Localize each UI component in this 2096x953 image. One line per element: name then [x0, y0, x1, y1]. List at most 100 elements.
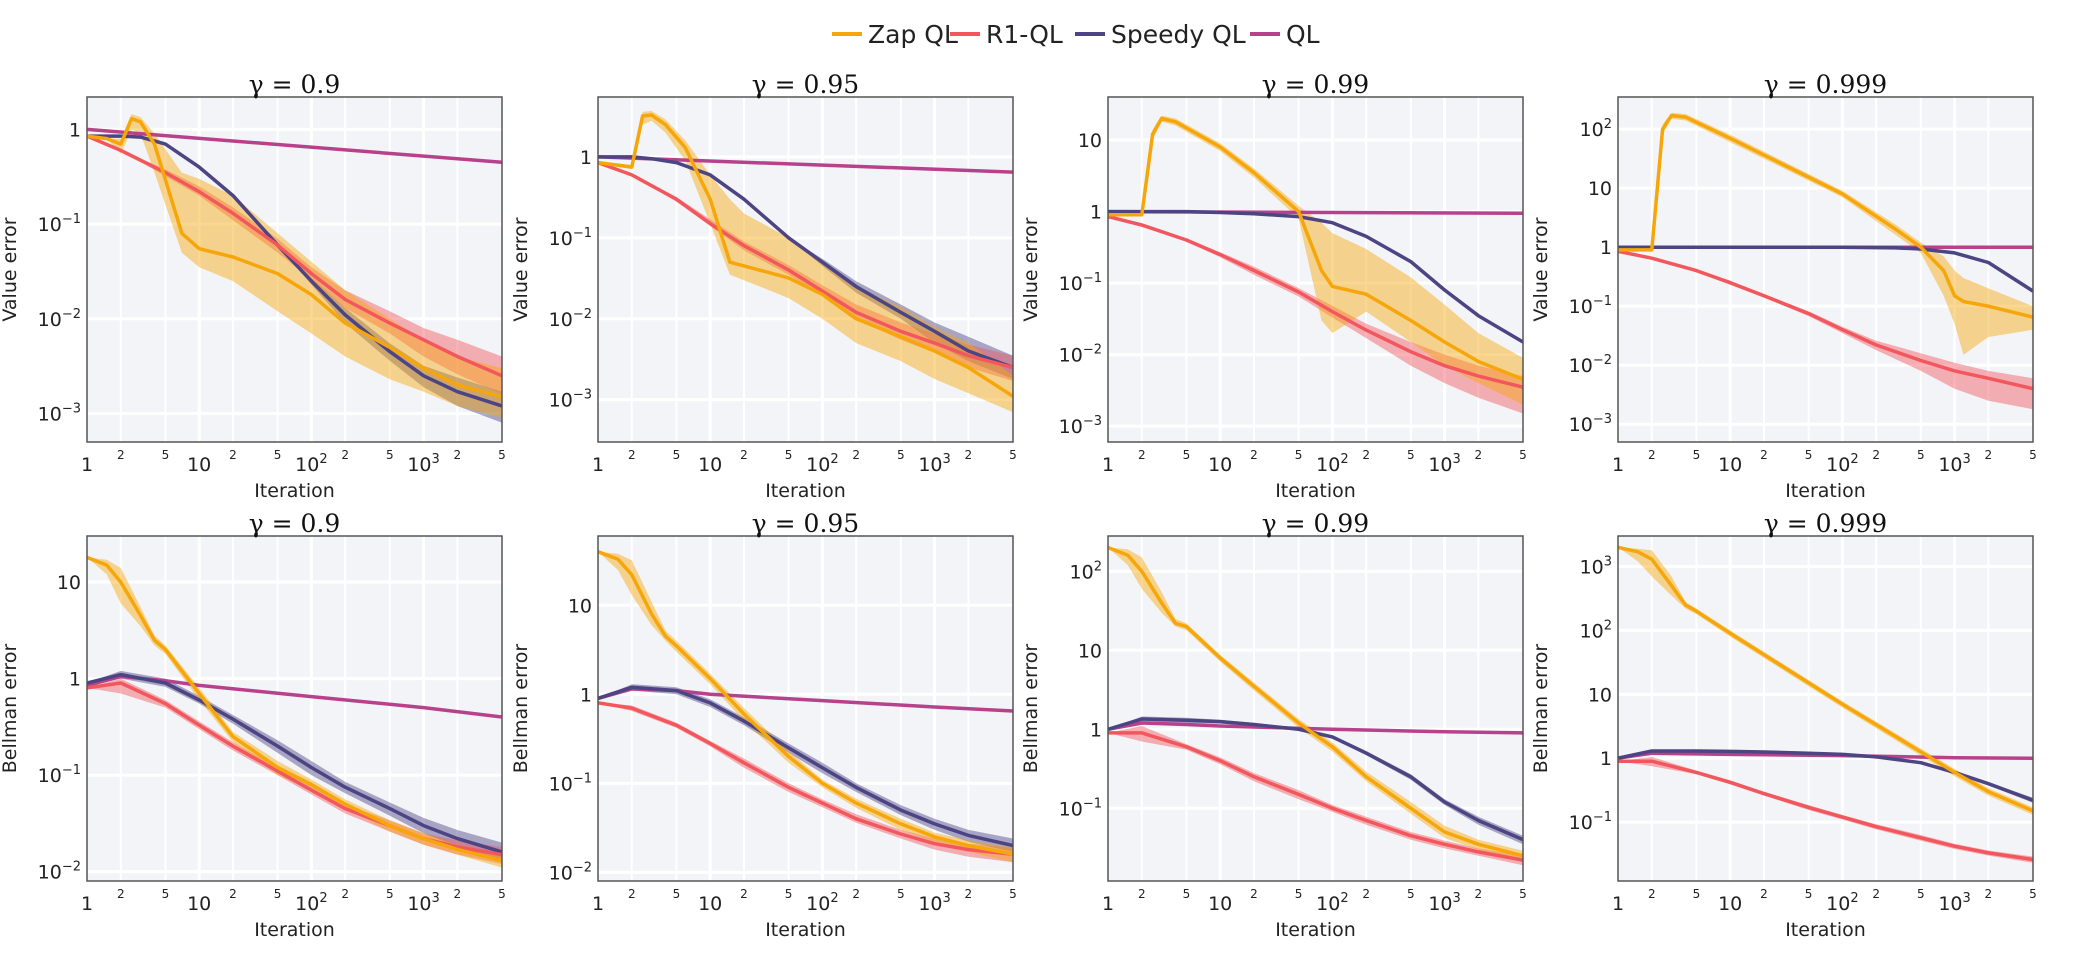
x-tick-label: 1 — [1612, 454, 1624, 476]
chart-panel-5: 1 10 102 103 2 5 2 5 2 5 2 5 10 1 10−1 10−2 γ = 0.9 Itera… — [0, 509, 506, 941]
chart-panel-6: 1 10 102 103 2 5 2 5 2 5 2 5 10 1 10−1 10−2 γ = 0.95 Iter… — [510, 509, 1017, 941]
x-tick-label: 102 — [806, 891, 838, 915]
line-r1-ql — [1618, 249, 2033, 391]
chart-title: γ = 0.95 — [752, 70, 859, 99]
x-tick-label: 10 — [187, 893, 211, 915]
y-tick-label: 10 — [1588, 684, 1612, 706]
legend-item-speedy-ql[interactable]: Speedy QL — [1075, 20, 1246, 49]
x-tick-label: 10 — [1718, 893, 1742, 915]
legend-item-r1-ql[interactable]: R1-QL — [950, 20, 1063, 49]
x-minor-tick-label: 5 — [1183, 887, 1191, 901]
y-tick-label: 10−1 — [38, 763, 81, 787]
x-tick-label: 10 — [187, 454, 211, 476]
x-axis-label: Iteration — [254, 480, 335, 502]
x-minor-tick-label: 5 — [1407, 448, 1415, 462]
x-minor-tick-label: 2 — [229, 448, 237, 462]
x-minor-tick-label: 5 — [1693, 448, 1701, 462]
y-tick-label: 10 — [1078, 640, 1102, 662]
plot-area — [1618, 545, 2033, 863]
y-tick-label: 10−2 — [1569, 353, 1612, 377]
chart-title: γ = 0.95 — [752, 509, 859, 538]
line-zap-ql — [598, 550, 1013, 856]
x-axis-label: Iteration — [1275, 480, 1356, 502]
x-minor-tick-label: 5 — [673, 448, 681, 462]
x-minor-tick-label: 5 — [897, 448, 905, 462]
line-zap-ql — [1108, 545, 1523, 858]
legend-item-ql[interactable]: QL — [1250, 20, 1320, 49]
y-tick-label: 10 — [1078, 130, 1102, 152]
x-minor-tick-label: 5 — [162, 887, 170, 901]
line-zap-ql — [1618, 113, 2033, 319]
band-zap-ql — [1618, 547, 2033, 815]
y-tick-label: 1 — [1600, 748, 1612, 770]
x-minor-tick-label: 5 — [274, 448, 282, 462]
plot-background — [1108, 536, 1523, 881]
line-r1-ql — [87, 134, 502, 378]
y-axis-label: Value error — [1530, 217, 1552, 321]
band-zap-ql — [1108, 547, 1523, 862]
legend-label: R1-QL — [986, 20, 1063, 49]
y-tick-label: 10−1 — [549, 226, 592, 250]
y-tick-label: 103 — [1580, 554, 1612, 578]
x-minor-tick-label: 2 — [1362, 887, 1370, 901]
y-tick-label: 102 — [1070, 559, 1102, 583]
chart-title: γ = 0.99 — [1262, 509, 1369, 538]
x-minor-tick-label: 2 — [1138, 448, 1146, 462]
y-tick-label: 10−3 — [38, 401, 81, 425]
x-minor-tick-label: 5 — [386, 887, 394, 901]
x-minor-tick-label: 5 — [1693, 887, 1701, 901]
plot-border — [1617, 535, 2034, 882]
x-minor-tick-label: 2 — [1760, 448, 1768, 462]
band-zap-ql — [87, 557, 502, 868]
plot-border — [597, 96, 1014, 443]
plot-border — [1617, 96, 2034, 443]
y-axis-label: Bellman error — [510, 644, 532, 774]
y-tick-label: 10−1 — [549, 771, 592, 795]
x-minor-tick-label: 5 — [1295, 448, 1303, 462]
plot-area — [598, 550, 1013, 863]
y-tick-label: 10−3 — [549, 388, 592, 412]
x-minor-tick-label: 2 — [1362, 448, 1370, 462]
x-minor-tick-label: 2 — [1250, 887, 1258, 901]
y-tick-label: 10−2 — [38, 307, 81, 331]
y-tick-label: 1 — [69, 669, 81, 691]
plot-border — [1107, 535, 1524, 882]
y-tick-label: 10−3 — [1569, 412, 1612, 436]
y-tick-label: 10−1 — [38, 212, 81, 236]
x-minor-tick-label: 2 — [1872, 448, 1880, 462]
x-tick-label: 10 — [698, 893, 722, 915]
x-tick-label: 103 — [1938, 891, 1970, 915]
x-minor-tick-label: 5 — [1009, 448, 1017, 462]
x-tick-label: 1 — [81, 893, 93, 915]
x-tick-label: 10 — [698, 454, 722, 476]
line-r1-ql — [1618, 759, 2033, 862]
y-tick-label: 102 — [1580, 117, 1612, 141]
band-zap-ql — [87, 114, 502, 418]
chart-title: γ = 0.9 — [249, 70, 341, 99]
plot-area — [1108, 115, 1523, 414]
x-axis-label: Iteration — [1275, 919, 1356, 941]
chart-panel-3: 1 10 102 103 2 5 2 5 2 5 2 5 10 1 10−1 10−2 10−3 γ = 0.99… — [1020, 70, 1527, 502]
x-tick-label: 1 — [592, 893, 604, 915]
y-tick-label: 10 — [1588, 178, 1612, 200]
x-tick-label: 103 — [407, 891, 439, 915]
y-tick-label: 10−2 — [1059, 343, 1102, 367]
plot-background — [1618, 536, 2033, 881]
x-tick-label: 1 — [81, 454, 93, 476]
x-tick-label: 1 — [1102, 454, 1114, 476]
band-r1-ql — [87, 678, 502, 864]
legend-item-zap-ql[interactable]: Zap QL — [832, 20, 958, 49]
band-speedy-ql — [598, 156, 1013, 379]
x-minor-tick-label: 5 — [1183, 448, 1191, 462]
x-axis-label: Iteration — [1785, 919, 1866, 941]
band-zap-ql — [1108, 115, 1523, 405]
plot-background — [1108, 97, 1523, 442]
x-tick-label: 10 — [1208, 893, 1232, 915]
gridlines — [1618, 536, 2033, 881]
gridlines — [87, 97, 502, 442]
x-minor-tick-label: 2 — [341, 887, 349, 901]
x-tick-label: 102 — [295, 891, 327, 915]
y-tick-label: 10−1 — [1059, 271, 1102, 295]
x-minor-tick-label: 5 — [2029, 887, 2037, 901]
chart-title: γ = 0.99 — [1262, 70, 1369, 99]
